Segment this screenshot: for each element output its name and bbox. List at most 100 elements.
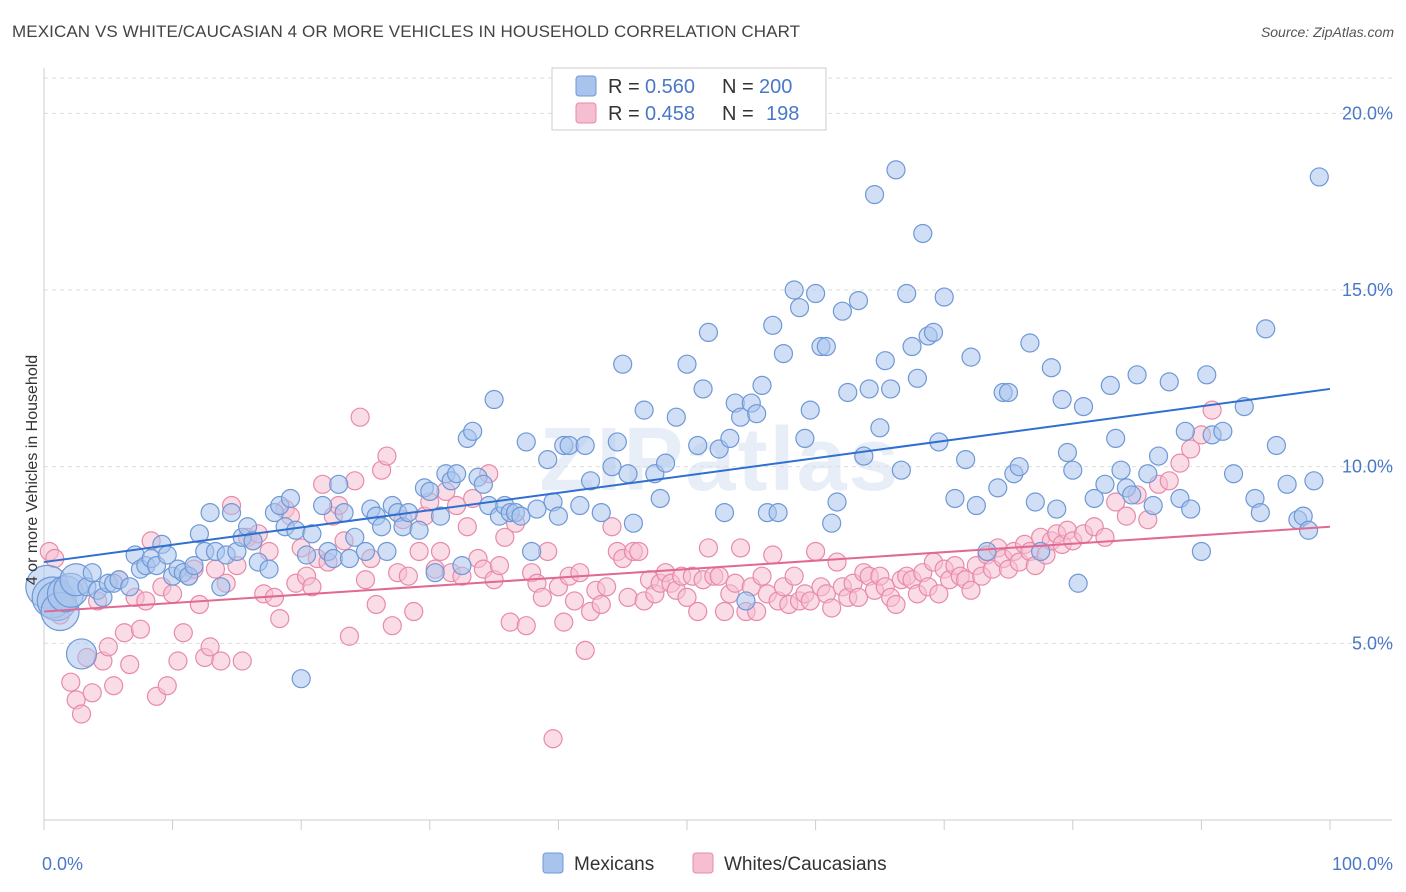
mexicans-point [848, 291, 869, 311]
bottom-legend-swatch-mexicans [542, 852, 564, 874]
whites-point [404, 601, 424, 622]
mexicans-point [575, 435, 595, 456]
series-legend: Mexicans Whites/Caucasians [542, 852, 887, 875]
whites-point [409, 541, 429, 562]
mexicans-point [1304, 471, 1324, 491]
whites-point [136, 591, 156, 611]
mexicans-point [677, 354, 697, 374]
whites-point [629, 541, 649, 562]
mexicans-point [473, 474, 493, 494]
mexicans-point [870, 418, 890, 438]
whites-point [714, 601, 735, 622]
mexicans-point [822, 513, 842, 533]
legend-n-value-mexicans: 200 [759, 76, 792, 98]
whites-point [457, 517, 477, 537]
mexicans-point [881, 379, 901, 399]
mexicans-points [25, 160, 1329, 689]
mexicans-point [259, 559, 279, 579]
mexicans-point [484, 389, 504, 410]
mexicans-point [1197, 365, 1217, 385]
legend-n-label-mexicans: N = [722, 76, 754, 98]
whites-point [730, 538, 751, 558]
whites-point [591, 594, 611, 615]
whites-point [270, 608, 290, 629]
whites-point [516, 616, 536, 636]
mexicans-point [1148, 446, 1169, 466]
mexicans-point [747, 404, 767, 424]
mexicans-point [580, 471, 601, 491]
whites-point [822, 598, 842, 618]
x-tick-label-min: 0.0% [42, 854, 83, 874]
mexicans-point [795, 428, 815, 448]
mexicans-point [591, 502, 611, 523]
whites-point [961, 580, 981, 600]
mexicans-point [618, 464, 638, 484]
mexicans-point [425, 563, 445, 583]
legend-r-label-whites: R = [608, 103, 640, 125]
mexicans-point [345, 527, 365, 547]
mexicans-point [355, 541, 376, 562]
legend-r-value-whites: 0.458 [645, 103, 695, 125]
whites-point [800, 591, 820, 611]
whites-point [302, 577, 322, 597]
mexicans-point [913, 223, 933, 244]
whites-point [597, 577, 617, 597]
mexicans-point [291, 669, 311, 689]
y-tick-label: 5.0% [1352, 633, 1393, 653]
whites-point [538, 541, 558, 562]
mexicans-point [1298, 520, 1319, 540]
mexicans-point [329, 474, 349, 494]
x-tick-label-max: 100.0% [1332, 854, 1393, 874]
whites-point [382, 616, 402, 636]
whites-point [355, 570, 376, 590]
mexicans-point [827, 492, 847, 512]
mexicans-point [864, 185, 885, 205]
legend-r-label-mexicans: R = [608, 76, 640, 98]
mexicans-point [1127, 365, 1147, 385]
whites-point [1181, 439, 1201, 459]
mexicans-point [570, 495, 590, 516]
whites-point [698, 538, 719, 558]
whites-point [532, 587, 552, 608]
mexicans-point [613, 354, 633, 374]
mexicans-point [522, 541, 542, 562]
axes: 5.0% 10.0% 15.0% 20.0% [43, 68, 1393, 830]
mexicans-point [1213, 421, 1233, 441]
whites-point [725, 573, 745, 593]
mexicans-point [1181, 499, 1201, 519]
mexicans-point [1250, 502, 1270, 523]
mexicans-point [891, 460, 911, 480]
mexicans-point [1256, 319, 1276, 339]
whites-point [82, 683, 102, 703]
mexicans-point [334, 502, 354, 523]
whites-point [688, 601, 708, 622]
mexicans-point [559, 435, 579, 456]
whites-point [189, 594, 209, 615]
mexicans-point [1020, 333, 1040, 353]
whites-point [570, 563, 590, 583]
mexicans-point [221, 502, 242, 523]
mexicans-point [1063, 460, 1083, 480]
mexicans-point [189, 524, 209, 544]
whites-point [98, 637, 118, 657]
whites-point [929, 584, 949, 604]
whites-point [313, 474, 333, 494]
mexicans-point [339, 548, 360, 569]
whites-point [339, 626, 360, 646]
y-axis-title: 4 or more Vehicles in Household [24, 355, 41, 585]
mexicans-point [977, 541, 997, 562]
mexicans-point [1052, 389, 1072, 410]
mexicans-point [736, 591, 756, 611]
mexicans-point [923, 322, 944, 342]
mexicans-point [377, 541, 397, 562]
mexicans-point [805, 283, 826, 304]
trend-lines [43, 387, 1331, 613]
mexicans-point [65, 638, 98, 670]
whites-point [752, 566, 772, 586]
y-tick-label: 20.0% [1342, 103, 1393, 123]
mexicans-point [430, 506, 451, 526]
mexicans-point [1100, 375, 1120, 395]
mexicans-point [548, 506, 569, 526]
whites-point [618, 587, 638, 608]
mexicans-point [966, 495, 986, 516]
